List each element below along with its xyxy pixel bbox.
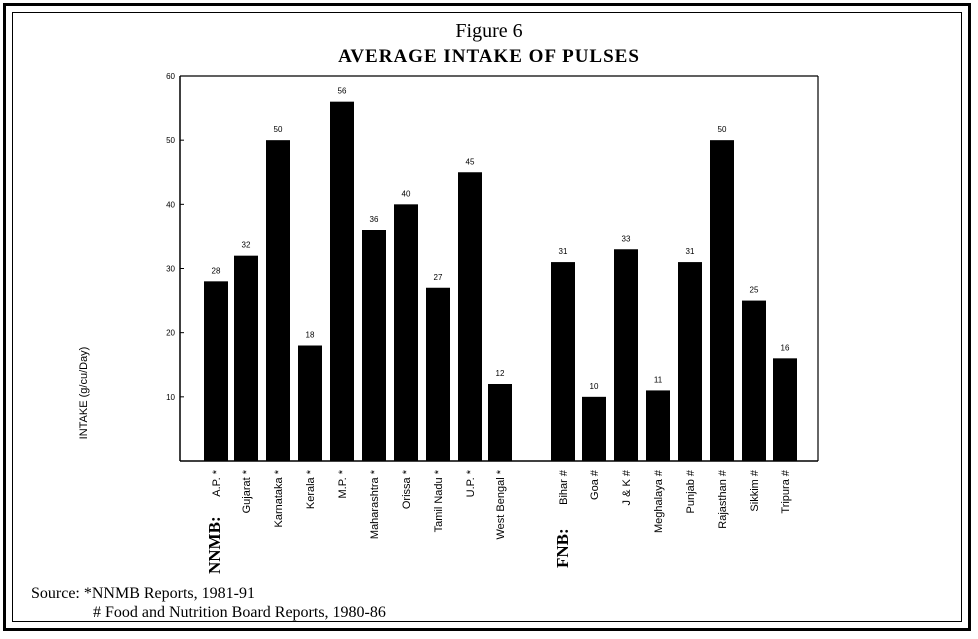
data-label: 11 xyxy=(654,375,663,384)
category-label: Rajasthan # xyxy=(717,469,729,529)
data-label: 27 xyxy=(434,273,443,282)
source-line-2: # Food and Nutrition Board Reports, 1980… xyxy=(93,604,386,621)
y-tick-label: 60 xyxy=(166,72,175,81)
data-label: 40 xyxy=(402,189,411,198)
data-label: 32 xyxy=(242,241,251,250)
category-label: Kerala * xyxy=(305,469,317,509)
bar xyxy=(362,230,386,461)
data-label: 25 xyxy=(750,286,759,295)
category-label: Tamil Nadu * xyxy=(433,469,445,532)
chart-title: AVERAGE INTAKE OF PULSES xyxy=(338,46,640,67)
data-label: 10 xyxy=(590,382,599,391)
data-label: 12 xyxy=(496,369,505,378)
source-line-1: Source: *NNMB Reports, 1981-91 xyxy=(31,585,255,602)
category-label: Goa # xyxy=(589,469,601,500)
y-tick-label: 20 xyxy=(166,329,175,338)
data-label: 31 xyxy=(686,247,695,256)
category-label: Karnataka * xyxy=(273,469,285,527)
category-label: J & K # xyxy=(621,469,633,505)
data-label: 33 xyxy=(622,234,631,243)
data-label: 16 xyxy=(781,343,790,352)
category-label: Meghalaya # xyxy=(653,469,665,533)
category-label: Punjab # xyxy=(685,469,697,513)
bar xyxy=(298,345,322,461)
bar xyxy=(458,172,482,461)
bar xyxy=(710,140,734,461)
bar xyxy=(234,255,258,461)
inner-frame xyxy=(12,12,962,622)
bar xyxy=(330,101,354,462)
bar xyxy=(488,384,512,461)
bar xyxy=(614,249,638,461)
data-label: 50 xyxy=(718,125,727,134)
group-label: FNB: xyxy=(553,528,572,568)
category-label: M.P. * xyxy=(337,469,349,498)
y-tick-label: 30 xyxy=(166,265,175,274)
y-tick-label: 50 xyxy=(166,136,175,145)
bar xyxy=(204,281,228,461)
bar xyxy=(742,300,766,461)
data-label: 28 xyxy=(212,266,221,275)
category-label: Tripura # xyxy=(780,469,792,513)
y-tick-label: 10 xyxy=(166,393,175,402)
bar xyxy=(678,262,702,461)
bar xyxy=(582,396,606,461)
category-label: Maharashtra * xyxy=(369,469,381,539)
category-label: Orissa * xyxy=(401,469,413,509)
data-label: 45 xyxy=(466,157,475,166)
y-tick-label: 40 xyxy=(166,200,175,209)
bar xyxy=(773,358,797,461)
category-label: A.P. * xyxy=(211,469,223,496)
bar xyxy=(394,204,418,462)
category-label: Bihar # xyxy=(558,469,570,505)
figure-number: Figure 6 xyxy=(455,20,523,42)
data-label: 56 xyxy=(338,87,347,96)
category-label: U.P. * xyxy=(465,469,477,497)
bar xyxy=(646,390,670,461)
category-label: Sikkim # xyxy=(749,469,761,511)
group-label: NNMB: xyxy=(205,516,224,574)
data-label: 50 xyxy=(274,125,283,134)
category-label: Gujarat * xyxy=(241,469,253,513)
bar xyxy=(426,287,450,461)
bar xyxy=(551,262,575,461)
bar xyxy=(266,140,290,461)
category-label: West Bengal * xyxy=(495,469,507,539)
data-label: 18 xyxy=(306,331,315,340)
y-axis-label: INTAKE (g/cu/Day) xyxy=(78,347,90,440)
data-label: 31 xyxy=(559,247,568,256)
data-label: 36 xyxy=(370,215,379,224)
outer-frame xyxy=(3,3,971,631)
